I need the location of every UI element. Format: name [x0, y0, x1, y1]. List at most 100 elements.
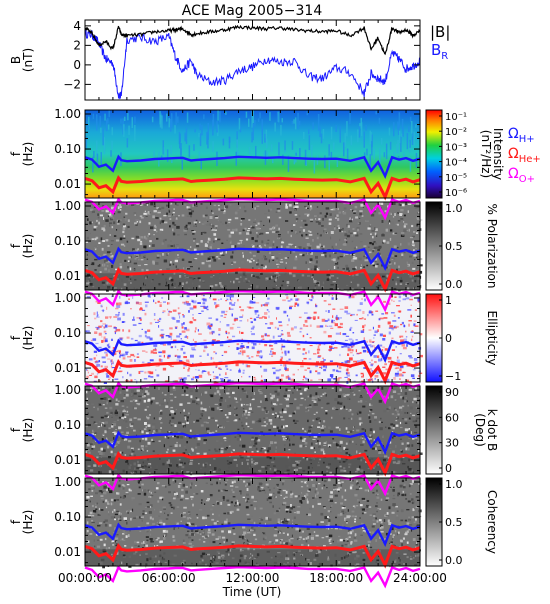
ellipticity-cell — [210, 323, 213, 327]
polarization-cell — [151, 244, 155, 247]
kdotb-cell — [299, 392, 303, 395]
intensity-stripe — [171, 113, 173, 128]
polarization-cell — [152, 260, 155, 264]
coherency-cell — [409, 483, 413, 485]
polarization-cell — [293, 224, 296, 226]
ellipticity-cell — [381, 313, 385, 315]
kdotb-cell — [268, 429, 272, 431]
ellipticity-cell — [393, 300, 395, 302]
kdotb-cell — [226, 420, 230, 422]
kdotb-cell — [152, 423, 156, 426]
polarization-cell — [123, 216, 126, 218]
ellipticity-cell — [197, 369, 200, 371]
coherency-cell — [340, 512, 343, 516]
kdotb-cell — [203, 439, 207, 441]
ellipticity-cell — [282, 339, 285, 341]
polarization-cell — [169, 247, 173, 249]
coherency-cell — [223, 541, 225, 544]
polarization-cell — [343, 243, 347, 246]
polarization-cell — [339, 255, 343, 258]
ellipticity-cell — [305, 351, 307, 355]
ellipticity-cell — [199, 355, 202, 357]
ellipticity-cell — [263, 379, 267, 382]
kdotb-cell — [286, 404, 290, 408]
coherency-cell — [89, 511, 93, 515]
coherency-cell — [372, 519, 375, 522]
ellipticity-cell — [396, 305, 400, 307]
coherency-cell — [250, 553, 252, 555]
kdotb-cell — [343, 467, 346, 470]
polarization-cell — [374, 232, 377, 236]
polarization-cell — [117, 206, 120, 210]
coherency-cell — [251, 495, 254, 499]
ellipticity-cell — [281, 343, 283, 347]
intensity-stripe — [322, 129, 325, 139]
polarization-cell — [255, 224, 258, 227]
ellipticity-cell — [93, 312, 96, 316]
kdotb-cell — [231, 391, 233, 393]
coherency-cell — [372, 492, 375, 494]
coherency-cell — [86, 496, 90, 499]
coherency-cell — [299, 529, 302, 532]
polarization-cell — [403, 229, 407, 233]
kdotb-cell — [353, 426, 355, 429]
polarization-cell — [214, 229, 217, 231]
coherency-cell — [185, 534, 189, 537]
ellipticity-cell — [203, 345, 207, 349]
coherency-cell — [316, 553, 319, 557]
polarization-cell — [103, 217, 105, 220]
ellipticity-cell — [126, 352, 128, 356]
ellipticity-cell — [351, 345, 353, 349]
kdotb-cell — [213, 458, 216, 460]
ellipticity-cell — [101, 356, 106, 359]
kdotb-cell — [416, 417, 420, 420]
coherency-cell — [200, 554, 203, 558]
kdotb-cell — [285, 398, 289, 401]
polarization-cell — [316, 206, 319, 208]
coherency-cell — [328, 478, 331, 482]
coherency-cell — [242, 534, 245, 536]
kdotb-cell — [347, 431, 350, 433]
ellipticity-cell — [103, 381, 107, 384]
intensity-stripe — [328, 155, 330, 171]
kdotb-cell — [130, 452, 134, 456]
kdotb-cell — [295, 420, 299, 422]
ellipticity-cell — [102, 323, 106, 325]
ellipticity-cell — [309, 317, 313, 319]
kdotb-cell — [308, 426, 311, 429]
ellipticity-cell — [201, 294, 203, 296]
ellipticity-cell — [398, 373, 403, 377]
kdotb-cell — [101, 438, 104, 441]
coherency-cell — [351, 510, 355, 513]
polarization-cell — [416, 266, 418, 269]
kdotb-cell — [408, 458, 410, 462]
ellipticity-cell — [121, 321, 125, 323]
coherency-cell — [305, 537, 308, 541]
intensity-stripe — [349, 110, 351, 124]
intensity-stripe — [265, 129, 268, 143]
kdotb-cell — [171, 410, 175, 414]
coherency-cell — [182, 559, 186, 562]
coherency-cell — [122, 533, 125, 535]
kdotb-cell — [129, 400, 133, 403]
coherency-cell — [361, 497, 366, 500]
kdotb-cell — [364, 429, 366, 433]
kdotb-cell — [359, 422, 361, 426]
polarization-cell — [304, 213, 308, 216]
kdotb-cell — [108, 398, 111, 400]
ellipticity-cell — [378, 318, 381, 321]
coherency-cell — [155, 487, 159, 490]
polarization-cell — [182, 267, 185, 270]
kdotb-cell — [89, 443, 93, 445]
kdotb-cell — [314, 403, 318, 406]
kdotb-cell — [272, 407, 275, 411]
ellipticity-cell — [363, 346, 368, 349]
polarization-cell — [254, 246, 258, 248]
coherency-cell — [399, 559, 401, 562]
polarization-cell — [225, 250, 227, 254]
coherency-cell — [201, 529, 203, 531]
intensity-stripe — [378, 117, 381, 124]
coherency-cell — [130, 517, 132, 521]
coherency-cell — [368, 506, 372, 508]
ellipticity-cell — [119, 337, 123, 341]
